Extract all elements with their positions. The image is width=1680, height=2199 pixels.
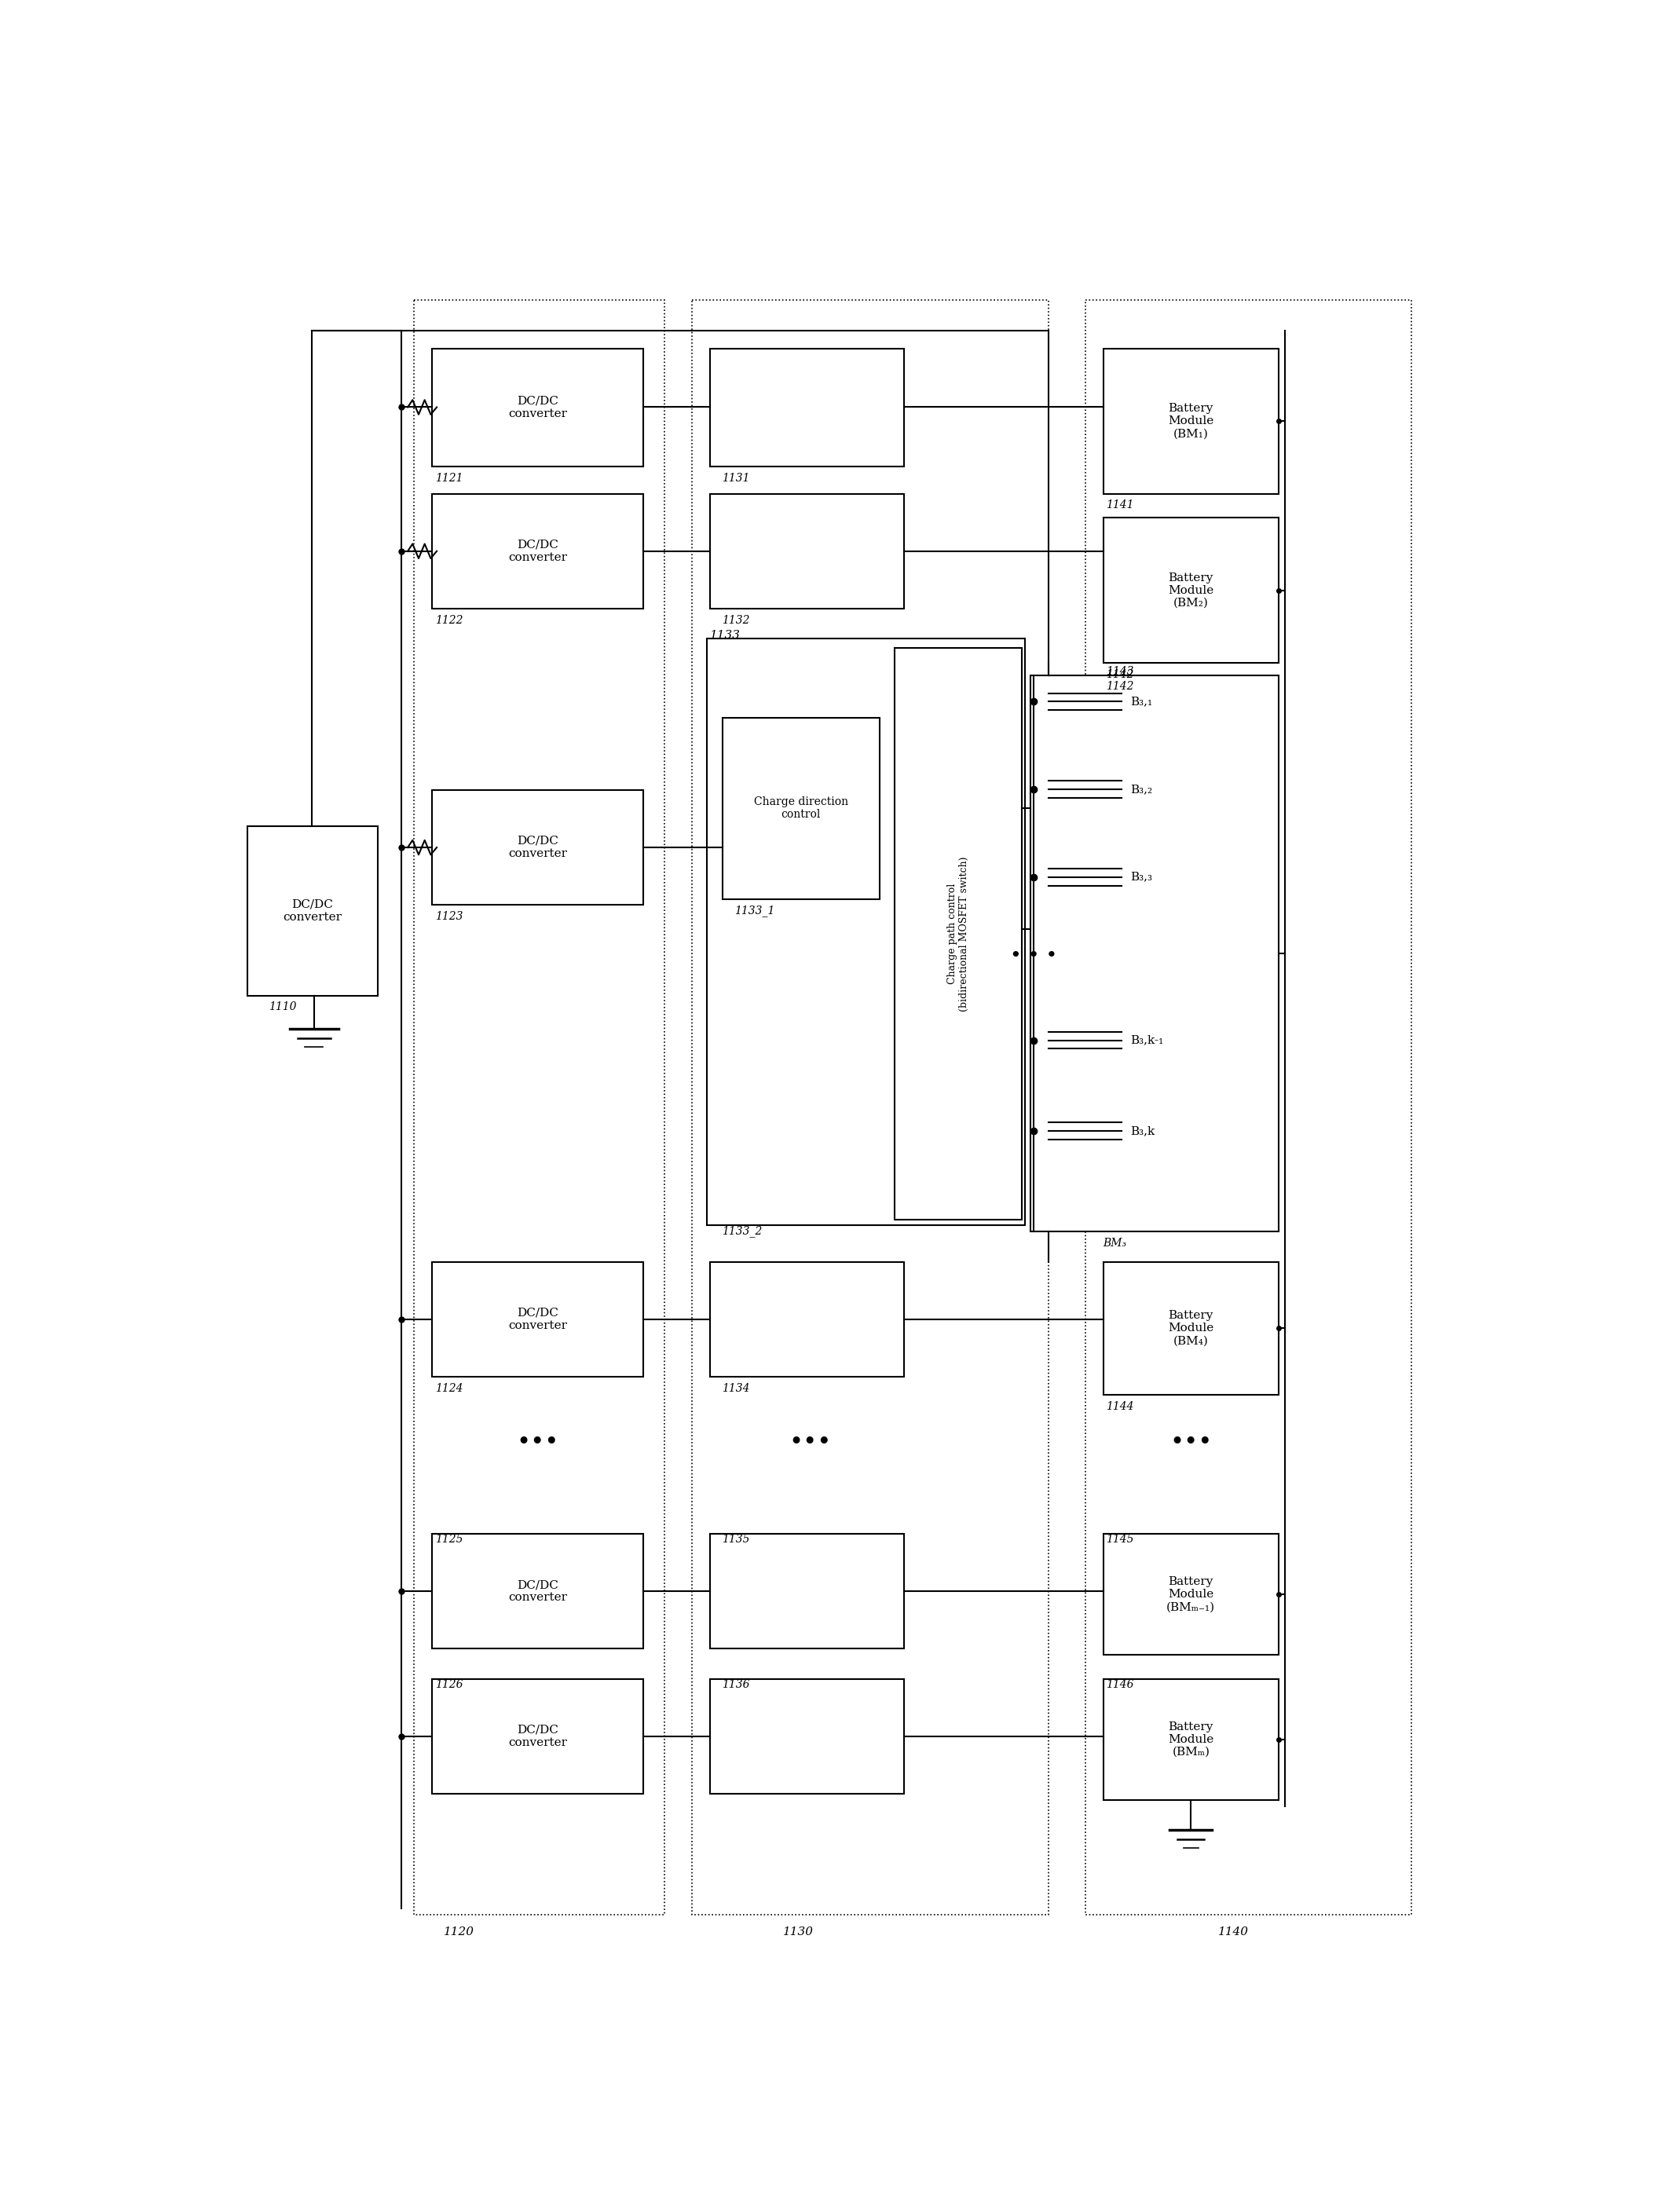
Bar bbox=[711, 493, 904, 609]
Text: 1133_1: 1133_1 bbox=[734, 906, 774, 917]
Bar bbox=[711, 1262, 904, 1377]
Text: DC/DC
converter: DC/DC converter bbox=[509, 1724, 568, 1748]
Text: •••: ••• bbox=[788, 1432, 832, 1456]
Text: DC/DC
converter: DC/DC converter bbox=[282, 899, 343, 924]
Text: 1120: 1120 bbox=[444, 1926, 475, 1937]
Bar bbox=[1030, 675, 1278, 1231]
Text: BM₃: BM₃ bbox=[1104, 1238, 1127, 1249]
Bar bbox=[432, 1535, 643, 1649]
Text: •••: ••• bbox=[1169, 1432, 1213, 1456]
Bar bbox=[432, 350, 643, 466]
Text: 1131: 1131 bbox=[722, 473, 749, 484]
Text: 1130: 1130 bbox=[783, 1926, 813, 1937]
Bar bbox=[413, 299, 665, 1915]
Text: B₃,₃: B₃,₃ bbox=[1131, 871, 1152, 882]
Text: DC/DC
converter: DC/DC converter bbox=[509, 836, 568, 860]
Bar bbox=[894, 649, 1021, 1218]
Text: 1122: 1122 bbox=[435, 614, 462, 625]
Text: Battery
Module
(BMₘ): Battery Module (BMₘ) bbox=[1168, 1722, 1213, 1757]
Text: 1121: 1121 bbox=[435, 473, 462, 484]
Bar bbox=[1104, 1535, 1278, 1654]
Text: 1143: 1143 bbox=[1105, 666, 1134, 677]
Text: DC/DC
converter: DC/DC converter bbox=[509, 1306, 568, 1330]
Text: 1132: 1132 bbox=[722, 614, 749, 625]
Text: Battery
Module
(BM₄): Battery Module (BM₄) bbox=[1168, 1311, 1213, 1346]
Text: B₃,k-₁: B₃,k-₁ bbox=[1131, 1036, 1164, 1047]
Text: 1133: 1133 bbox=[711, 629, 741, 640]
Bar bbox=[722, 717, 879, 899]
Text: 1135: 1135 bbox=[722, 1535, 749, 1544]
Bar bbox=[432, 493, 643, 609]
Text: 1110: 1110 bbox=[269, 1003, 296, 1012]
Text: DC/DC
converter: DC/DC converter bbox=[509, 1579, 568, 1603]
Bar bbox=[707, 638, 1025, 1225]
Bar bbox=[1104, 1680, 1278, 1799]
Text: 1141: 1141 bbox=[1105, 499, 1134, 510]
Text: 1133_2: 1133_2 bbox=[722, 1225, 763, 1238]
Bar bbox=[692, 299, 1048, 1915]
Text: B₃,₁: B₃,₁ bbox=[1131, 697, 1152, 708]
Bar bbox=[432, 789, 643, 906]
Text: 1134: 1134 bbox=[722, 1383, 749, 1394]
Bar bbox=[1104, 350, 1278, 495]
Text: 1142: 1142 bbox=[1105, 682, 1134, 693]
Text: DC/DC
converter: DC/DC converter bbox=[509, 396, 568, 420]
Text: 1142: 1142 bbox=[1105, 668, 1134, 679]
Text: B₃,k: B₃,k bbox=[1131, 1126, 1154, 1137]
Text: 1145: 1145 bbox=[1105, 1535, 1134, 1544]
Text: DC/DC
converter: DC/DC converter bbox=[509, 539, 568, 563]
Bar bbox=[432, 1680, 643, 1794]
Bar bbox=[432, 1262, 643, 1377]
Text: Charge direction
control: Charge direction control bbox=[754, 796, 848, 820]
Text: 1136: 1136 bbox=[722, 1680, 749, 1689]
Text: 1124: 1124 bbox=[435, 1383, 462, 1394]
Text: B₃,₂: B₃,₂ bbox=[1131, 783, 1152, 794]
Text: 1146: 1146 bbox=[1105, 1680, 1134, 1689]
Bar bbox=[711, 350, 904, 466]
Text: Battery
Module
(BM₂): Battery Module (BM₂) bbox=[1168, 572, 1213, 609]
Text: Charge path control
(bidirectional MOSFET switch): Charge path control (bidirectional MOSFE… bbox=[948, 855, 969, 1012]
Text: •••: ••• bbox=[516, 1432, 559, 1456]
Bar bbox=[711, 1535, 904, 1649]
Text: 1140: 1140 bbox=[1218, 1926, 1248, 1937]
Bar bbox=[711, 1680, 904, 1794]
Text: Battery
Module
(BM₁): Battery Module (BM₁) bbox=[1168, 402, 1213, 440]
Bar bbox=[247, 827, 378, 996]
Bar bbox=[1104, 519, 1278, 664]
Text: • • •: • • • bbox=[1010, 948, 1057, 965]
Text: 1144: 1144 bbox=[1105, 1401, 1134, 1412]
Text: 1125: 1125 bbox=[435, 1535, 462, 1544]
Text: Battery
Module
(BMₘ₋₁): Battery Module (BMₘ₋₁) bbox=[1166, 1577, 1215, 1612]
Bar bbox=[1085, 299, 1411, 1915]
Text: 1123: 1123 bbox=[435, 910, 462, 921]
Bar bbox=[1104, 1262, 1278, 1394]
Text: 1126: 1126 bbox=[435, 1680, 462, 1689]
